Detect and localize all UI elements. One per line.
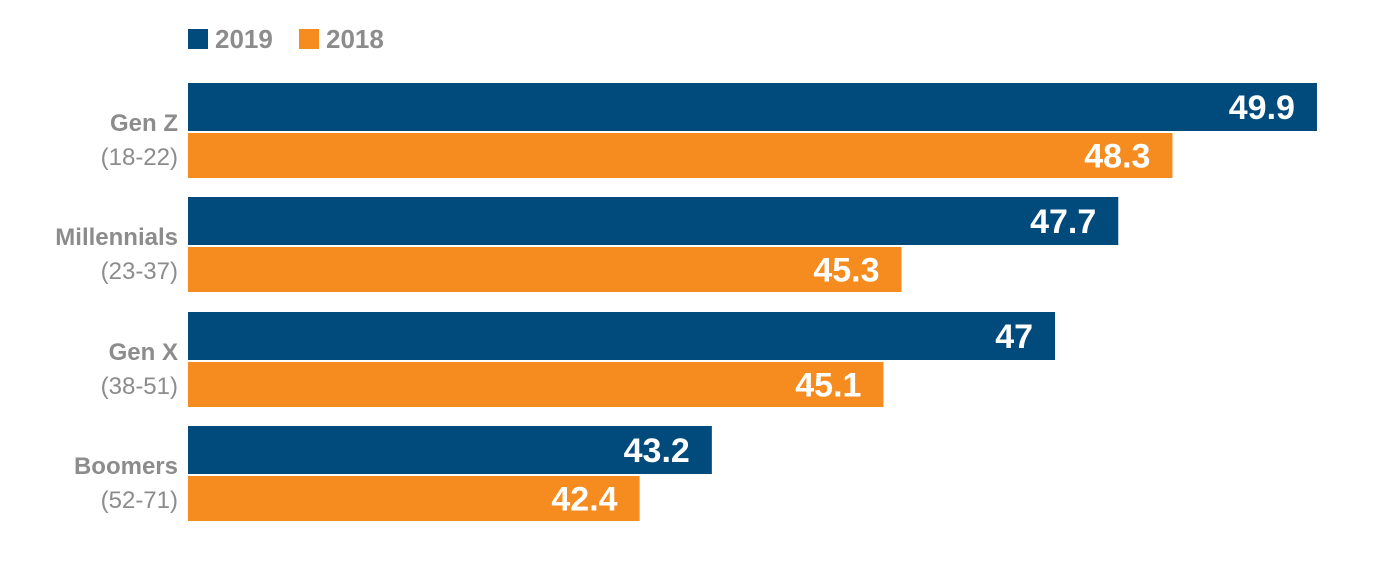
category-label: Millennials <box>55 224 178 251</box>
category-age-range: (52-71) <box>101 487 178 514</box>
bar-2019 <box>188 312 1056 360</box>
category-label: Gen Z <box>110 110 178 137</box>
category-axis-labels: Gen Z (18-22) Millennials (23-37) Gen X (38-5… <box>55 110 178 514</box>
bar-value-label: 42.4 <box>551 481 617 519</box>
legend-swatch-2018 <box>299 29 319 49</box>
bar-2019 <box>188 197 1119 245</box>
bar-2019 <box>188 83 1317 131</box>
bar-2019 <box>188 426 712 474</box>
bar-2018 <box>188 247 902 292</box>
category-age-range: (18-22) <box>101 144 178 171</box>
bars-group: 49.9 48.3 47.7 45.3 47 45.1 43.242.4 <box>188 83 1317 521</box>
bar-value-label: 43.2 <box>624 432 690 470</box>
bar-2018 <box>188 133 1173 178</box>
bar-value-label: 45.3 <box>813 252 879 290</box>
category-label: Boomers <box>74 453 178 480</box>
bar-value-label: 49.9 <box>1229 89 1295 127</box>
chart-legend: 2019 2018 <box>188 24 384 54</box>
category-label: Gen X <box>109 339 178 366</box>
legend-label-2019: 2019 <box>215 24 273 54</box>
bar-value-label: 47.7 <box>1030 203 1096 241</box>
legend-swatch-2019 <box>188 29 208 49</box>
bar-2018 <box>188 476 640 521</box>
bar-value-label: 48.3 <box>1084 138 1150 176</box>
category-age-range: (23-37) <box>101 258 178 285</box>
legend-label-2018: 2018 <box>326 24 384 54</box>
bar-value-label: 45.1 <box>795 367 861 405</box>
bar-2018 <box>188 362 884 407</box>
category-age-range: (38-51) <box>101 373 178 400</box>
bar-value-label: 47 <box>995 318 1033 356</box>
